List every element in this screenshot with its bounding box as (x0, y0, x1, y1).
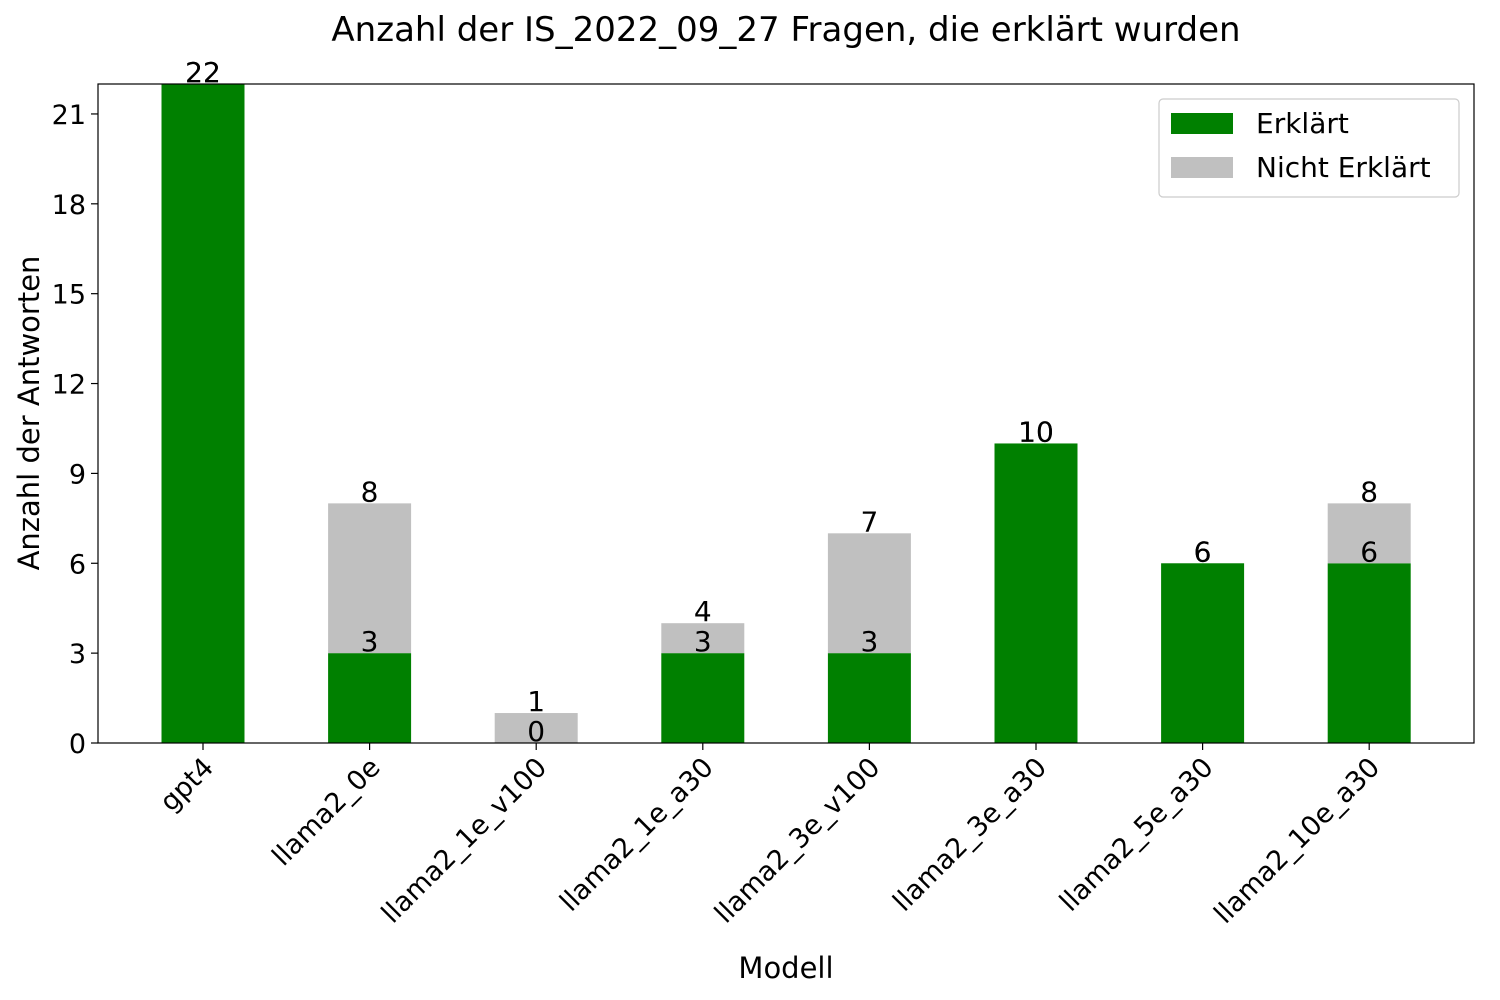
bar-erklaert-llama2_10e_a30 (1327, 563, 1411, 743)
data-label-erklaert: 10 (1018, 415, 1054, 448)
data-label-erklaert: 3 (860, 625, 878, 658)
x-tick-label: llama2_1e_v100 (376, 752, 553, 929)
bar-erklaert-llama2_1e_a30 (661, 653, 745, 743)
y-tick-label: 15 (52, 280, 86, 311)
y-axis-label: Anzahl der Antworten (12, 256, 46, 571)
chart-title: Anzahl der IS_2022_09_27 Fragen, die erk… (331, 10, 1240, 50)
legend-label-erklaert: Erklärt (1256, 107, 1349, 140)
data-label-total: 6 (1194, 535, 1212, 568)
x-tick-label: llama2_3e_a30 (887, 752, 1053, 918)
x-tick-label: gpt4 (154, 752, 220, 818)
legend-box (1158, 98, 1460, 198)
bars-layer (161, 84, 1411, 743)
y-tick-label: 9 (69, 459, 86, 490)
x-tick-label: llama2_10e_a30 (1208, 752, 1386, 930)
data-label-total: 10 (1018, 415, 1054, 448)
data-label-erklaert: 3 (694, 625, 712, 658)
data-label-total: 1 (527, 685, 545, 718)
bar-nicht-erklaert-llama2_1e_a30 (661, 623, 745, 654)
bar-erklaert-llama2_3e_a30 (994, 443, 1078, 743)
data-label-total: 7 (860, 505, 878, 538)
y-tick-label: 12 (52, 370, 86, 401)
data-label-erklaert: 0 (527, 715, 545, 748)
data-label-erklaert: 3 (361, 625, 379, 658)
bar-erklaert-llama2_0e (328, 653, 412, 743)
x-tick-label: llama2_5e_a30 (1054, 752, 1220, 918)
bar-nicht-erklaert-llama2_1e_v100 (494, 713, 578, 743)
y-axis: 0 3 6 9 12 15 18 21 (52, 100, 98, 760)
y-tick-label: 21 (52, 100, 86, 131)
legend: Erklärt Nicht Erklärt (1158, 98, 1460, 198)
y-tick-label: 0 (69, 729, 86, 760)
y-tick-label: 6 (69, 549, 86, 580)
data-label-total: 4 (694, 595, 712, 628)
legend-label-nicht-erklaert: Nicht Erklärt (1256, 151, 1431, 184)
data-label-erklaert: 6 (1194, 535, 1212, 568)
x-tick-label: llama2_3e_v100 (709, 752, 886, 929)
bar-nicht-erklaert-llama2_3e_v100 (827, 533, 911, 654)
bar-erklaert-llama2_5e_a30 (1161, 563, 1245, 743)
legend-swatch-nicht-erklaert (1171, 157, 1233, 178)
legend-swatch-erklaert (1171, 113, 1233, 134)
x-axis-label: Modell (738, 951, 833, 985)
bar-nicht-erklaert-llama2_0e (328, 503, 412, 654)
data-label-erklaert: 6 (1360, 535, 1378, 568)
bar-erklaert-llama2_3e_v100 (827, 653, 911, 743)
y-tick-label: 3 (69, 639, 86, 670)
x-tick-label: llama2_1e_a30 (554, 752, 720, 918)
y-tick-label: 18 (52, 190, 86, 221)
x-tick-label: llama2_0e (266, 752, 386, 872)
plot-frame (97, 83, 1475, 744)
data-label-total: 8 (361, 475, 379, 508)
data-label-total: 8 (1360, 475, 1378, 508)
bar-nicht-erklaert-llama2_10e_a30 (1327, 503, 1411, 564)
bar-erklaert-gpt4 (161, 84, 245, 743)
